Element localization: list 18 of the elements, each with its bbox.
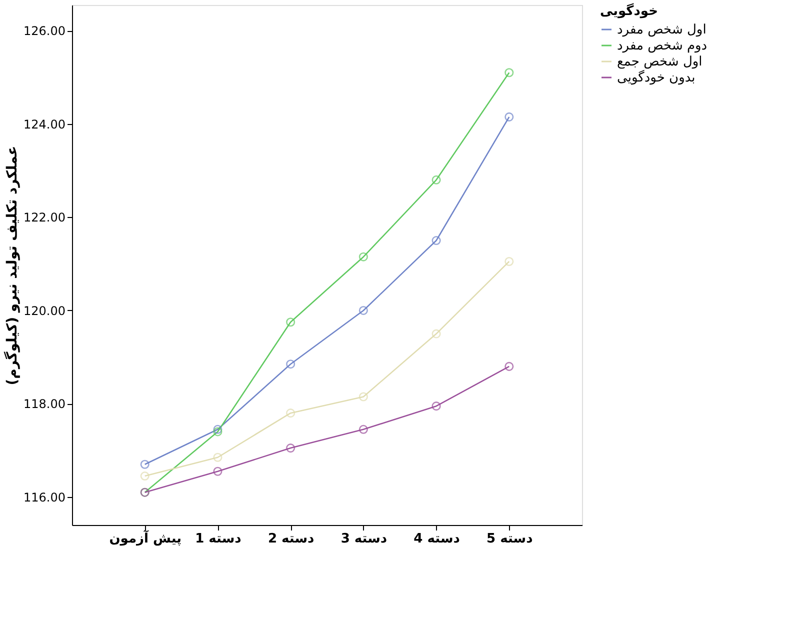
legend-label: اول شخص جمع [617,54,702,70]
x-tick-label: دسته 4 [414,532,460,546]
y-tick-label: 116.00 [24,490,66,505]
legend-title: خودگویی [600,3,658,19]
legend-label: بدون خودگویی [617,70,696,86]
y-tick-label: 122.00 [24,210,66,225]
y-tick-label: 126.00 [24,24,66,38]
x-tick-label: دسته 1 [195,532,242,546]
x-tick-label: پیش آزمون [109,530,182,546]
x-tick-label: دسته 2 [268,532,315,546]
legend-label: دوم شخص مفرد [617,38,708,54]
x-tick-label: دسته 5 [486,532,534,546]
y-axis-title: عملکرد تکلیف تولید نیرو (کیلوگرم) [4,146,21,386]
legend-label: اول شخص مفرد [617,22,706,38]
y-tick-label: 120.00 [24,304,66,318]
x-tick-label: دسته 3 [340,532,388,546]
y-tick-label: 124.00 [24,117,66,132]
y-tick-label: 118.00 [24,397,66,412]
